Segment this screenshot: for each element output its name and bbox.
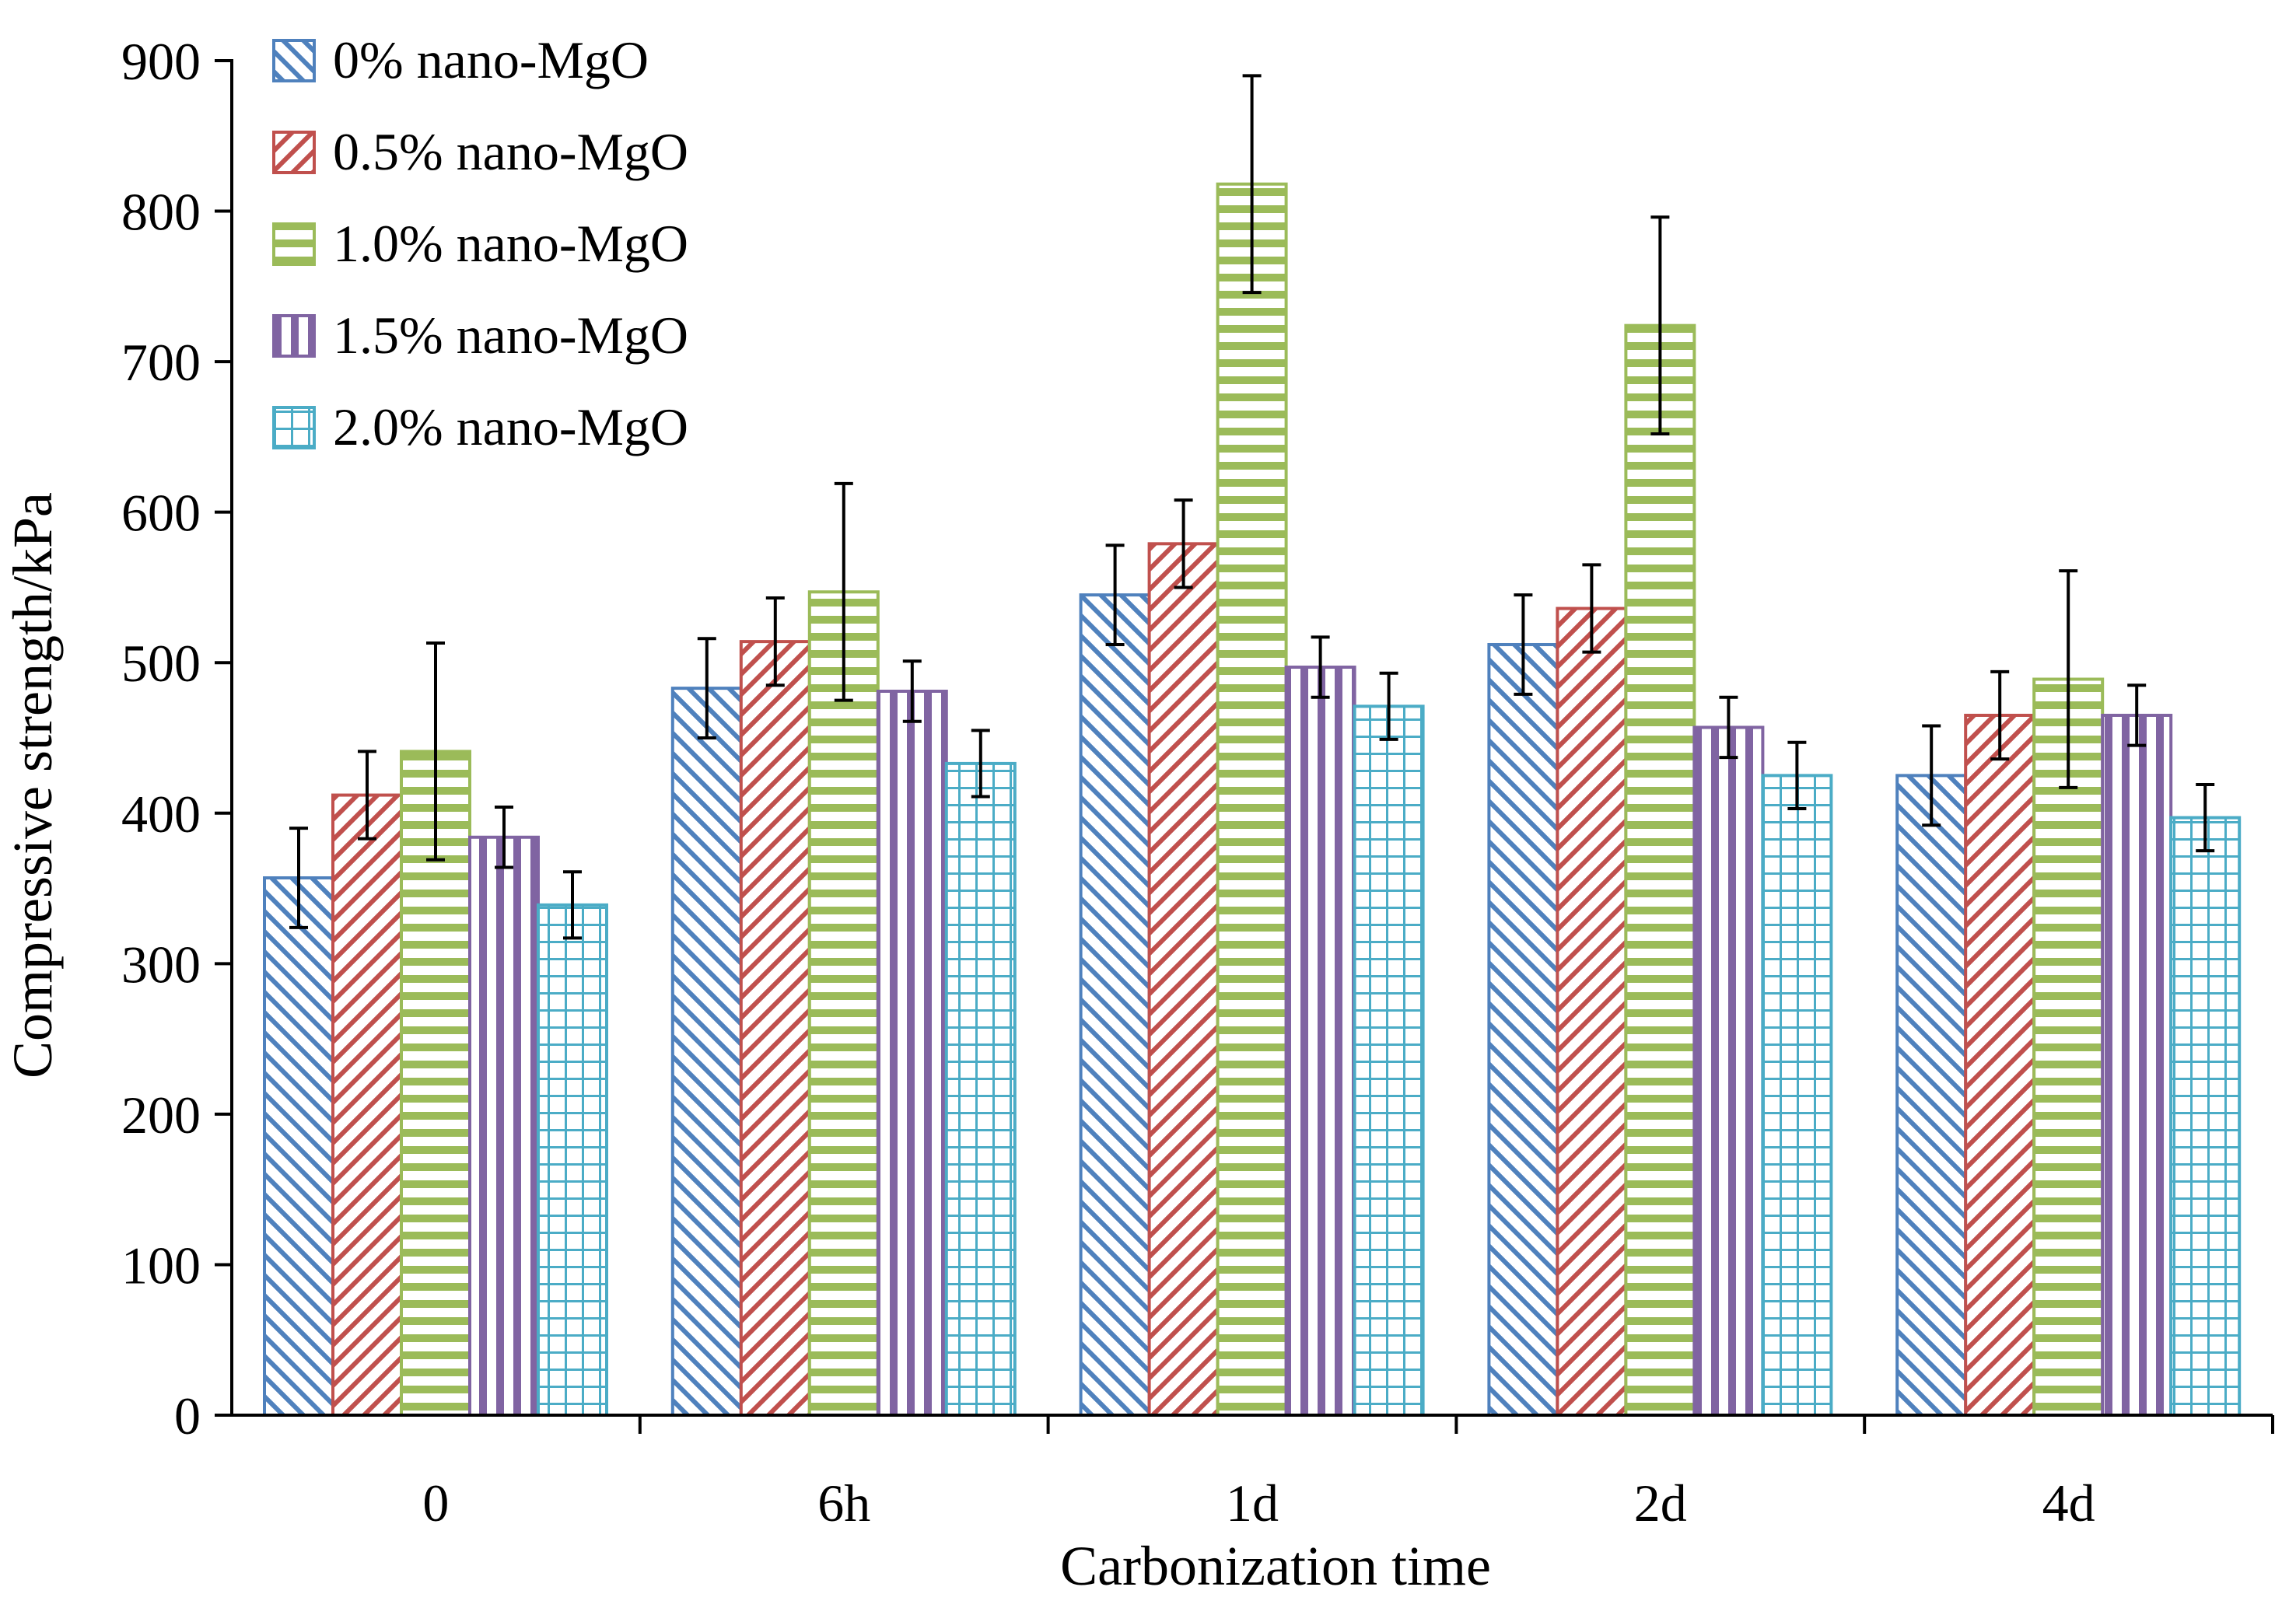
error-bar [971, 729, 990, 799]
bar [670, 687, 743, 1417]
bar [2032, 677, 2105, 1417]
y-tick-label: 600 [121, 484, 201, 543]
x-tick-label: 0 [422, 1473, 449, 1533]
bar [1216, 182, 1288, 1417]
legend-label: 2.0% nano-MgO [333, 397, 688, 456]
bar [1284, 666, 1356, 1417]
x-tick-label: 2d [1634, 1473, 1687, 1533]
y-axis-title: Compressive strength/kPa [2, 492, 64, 1078]
error-bar [1105, 544, 1125, 646]
legend-item: 0.5% nano-MgO [272, 122, 688, 181]
error-bar [1582, 563, 1601, 654]
bar [876, 689, 948, 1417]
legend-label: 1.0% nano-MgO [333, 214, 688, 273]
legend-swatch [272, 39, 316, 82]
x-tick-label: 6h [817, 1473, 870, 1533]
legend-label: 1.5% nano-MgO [333, 306, 688, 365]
x-tick-label: 1d [1226, 1473, 1279, 1533]
legend-item: 2.0% nano-MgO [272, 397, 688, 456]
bar [1964, 713, 2036, 1417]
error-bar [902, 659, 922, 723]
error-bar [1242, 74, 1262, 295]
error-bar [1514, 593, 1533, 696]
error-bar [426, 641, 445, 862]
error-bar [2196, 783, 2215, 853]
bar [1761, 774, 1833, 1417]
x-axis-ticks: 0 6h 1d 2d 4d [422, 1415, 2274, 1533]
bar [1147, 542, 1220, 1417]
bar [1692, 725, 1765, 1417]
y-tick-label: 100 [121, 1236, 201, 1295]
bar [807, 590, 880, 1417]
bars-group [263, 182, 2242, 1417]
legend-swatch [272, 222, 316, 266]
bar [739, 640, 811, 1417]
error-bar [1379, 671, 1398, 741]
error-bar [495, 806, 513, 869]
bar [2101, 713, 2173, 1417]
bar [468, 835, 540, 1417]
error-bar [2127, 683, 2147, 747]
error-bar [1787, 740, 1807, 810]
bar [537, 903, 608, 1417]
y-tick-label: 800 [121, 183, 201, 242]
x-tick-label: 4d [2042, 1473, 2095, 1533]
error-bar [1719, 695, 1738, 760]
y-tick-label: 900 [121, 32, 201, 91]
error-bar [2059, 569, 2078, 789]
error-bar [765, 596, 785, 687]
y-tick-label: 0 [174, 1386, 201, 1445]
bar [1895, 774, 1968, 1417]
bar [1556, 606, 1628, 1417]
error-bar [1990, 669, 2010, 761]
legend-swatch [272, 131, 316, 174]
legend-swatch [272, 406, 316, 449]
legend-item: 0% nano-MgO [272, 30, 649, 89]
error-bar [289, 827, 308, 929]
error-bar [697, 637, 716, 739]
y-tick-label: 300 [121, 935, 201, 994]
legend: 0% nano-MgO 0.5% nano-MgO 1.0% nano-MgO 1.5… [272, 30, 688, 456]
bar [331, 793, 403, 1417]
bar [263, 876, 334, 1417]
error-bar [358, 750, 376, 841]
bar [1624, 323, 1696, 1417]
bar [400, 750, 471, 1417]
error-bar [1174, 498, 1193, 589]
y-tick-label: 500 [121, 634, 201, 693]
error-bar [834, 481, 853, 702]
legend-label: 0% nano-MgO [333, 30, 649, 89]
legend-item: 1.0% nano-MgO [272, 214, 688, 273]
bar [1353, 704, 1425, 1417]
legend-swatch [272, 314, 316, 358]
y-tick-label: 400 [121, 785, 201, 844]
legend-item: 1.5% nano-MgO [272, 306, 688, 365]
bar [944, 761, 1017, 1417]
x-axis-title: Carbonization time [1060, 1535, 1491, 1597]
bar [2169, 816, 2242, 1417]
y-axis-ticks: 0 100 200 300 400 500 600 700 800 900 [121, 32, 232, 1445]
bar [1079, 593, 1151, 1417]
error-bar [1922, 724, 1941, 827]
legend-label: 0.5% nano-MgO [333, 122, 688, 181]
error-bar [1311, 635, 1330, 699]
y-tick-label: 700 [121, 333, 201, 392]
error-bar [563, 870, 582, 940]
error-bar [1650, 215, 1670, 436]
error-bars-group [289, 74, 2215, 940]
y-tick-label: 200 [121, 1085, 201, 1145]
bar [1487, 642, 1559, 1417]
